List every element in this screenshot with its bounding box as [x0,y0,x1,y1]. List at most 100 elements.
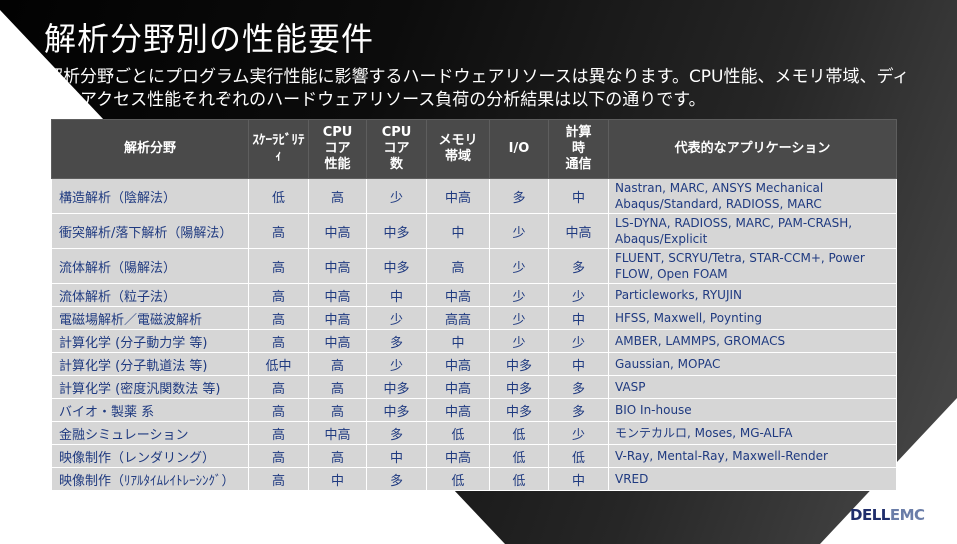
cell-io: 中多 [489,352,549,376]
cell-field: 流体解析（粒子法） [51,283,249,307]
cell-field: 計算化学 (分子軌道法 等) [51,352,249,376]
table-row: 流体解析（陽解法）高中高 中多高少多 FLUENT, SCRYU/Tetra, ST… [51,248,897,284]
cell-cpu-core-perf: 高 [308,178,367,214]
cell-io: 少 [489,248,549,284]
cell-applications: HFSS, Maxwell, Poynting [608,306,897,330]
logo-emc: EMC [889,506,925,524]
cell-io: 少 [489,213,549,249]
cell-cpu-core-count: 中多 [366,375,427,399]
cell-applications: VASP [608,375,897,399]
cell-cpu-core-count: 中多 [366,213,427,249]
cell-cpu-core-count: 多 [366,467,427,491]
cell-communication: 低 [548,444,609,468]
cell-scalability: 高 [248,444,309,468]
cell-field: バイオ・製薬 系 [51,398,249,422]
cell-cpu-core-perf: 中高 [308,213,367,249]
cell-cpu-core-perf: 高 [308,444,367,468]
requirements-table-container: 解析分野 ｽｹｰﾗﾋﾞﾘﾃｨ CPU コア 性能 CPU コア 数 メモリ 帯域… [51,119,897,491]
cell-cpu-core-perf: 高 [308,352,367,376]
cell-field: 計算化学 (分子動力学 等) [51,329,249,353]
cell-applications: モンテカルロ, Moses, MG-ALFA [608,421,897,445]
cell-communication: 多 [548,398,609,422]
page-title: 解析分野別の性能要件 [44,20,375,58]
cell-memory-bandwidth: 中高 [426,444,490,468]
cell-communication: 中高 [548,213,609,249]
cell-scalability: 高 [248,375,309,399]
cell-field: 映像制作（レンダリング） [51,444,249,468]
cell-communication: 多 [548,248,609,284]
cell-communication: 中 [548,178,609,214]
cell-applications: AMBER, LAMMPS, GROMACS [608,329,897,353]
cell-communication: 少 [548,421,609,445]
cell-io: 低 [489,467,549,491]
cell-memory-bandwidth: 中 [426,213,490,249]
cell-cpu-core-count: 中 [366,444,427,468]
header-applications: 代表的なアプリケーション [608,119,897,179]
header-field: 解析分野 [51,119,249,179]
cell-applications: LS-DYNA, RADIOSS, MARC, PAM-CRASH, Abaqu… [608,213,897,249]
table-row: 電磁場解析／電磁波解析高中高少高高少中 HFSS, Maxwell, Poynti… [51,306,897,330]
cell-field: 映像制作（ﾘｱﾙﾀｲﾑﾚｲﾄﾚｰｼﾝｸﾞ） [51,467,249,491]
cell-scalability: 低中 [248,352,309,376]
cell-communication: 少 [548,283,609,307]
cell-communication: 少 [548,329,609,353]
cell-applications: Gaussian, MOPAC [608,352,897,376]
cell-applications: FLUENT, SCRYU/Tetra, STAR-CCM+, Power FL… [608,248,897,284]
table-row: 計算化学 (分子軌道法 等) 低中高少中高 中多中 Gaussian, MOPAC [51,352,897,376]
table-body: 構造解析（陰解法）低高少中高多中 Nastran, MARC, ANSYS Mec… [51,178,897,491]
cell-scalability: 高 [248,283,309,307]
cell-field: 金融シミュレーション [51,421,249,445]
cell-memory-bandwidth: 中高 [426,178,490,214]
table-row: 映像制作（ﾘｱﾙﾀｲﾑﾚｲﾄﾚｰｼﾝｸﾞ）高中多低低中 VRED [51,467,897,491]
cell-io: 少 [489,283,549,307]
cell-applications: BIO In-house [608,398,897,422]
cell-memory-bandwidth: 中高 [426,352,490,376]
cell-io: 中多 [489,375,549,399]
cell-scalability: 高 [248,329,309,353]
cell-communication: 多 [548,375,609,399]
cell-cpu-core-perf: 中高 [308,283,367,307]
cell-cpu-core-perf: 中高 [308,421,367,445]
cell-memory-bandwidth: 高高 [426,306,490,330]
cell-io: 中多 [489,398,549,422]
cell-cpu-core-perf: 中高 [308,306,367,330]
brand-logo: DELLEMC [850,506,925,524]
header-cpu-core-perf: CPU コア 性能 [308,119,367,179]
table-row: 金融シミュレーション高中高多低低少モンテカルロ, Moses, MG-ALFA [51,421,897,445]
cell-communication: 中 [548,352,609,376]
cell-io: 低 [489,444,549,468]
cell-memory-bandwidth: 中高 [426,398,490,422]
cell-field: 構造解析（陰解法） [51,178,249,214]
header-scalability: ｽｹｰﾗﾋﾞﾘﾃｨ [248,119,309,179]
cell-io: 少 [489,329,549,353]
cell-io: 低 [489,421,549,445]
logo-dell: DELL [850,506,890,524]
cell-memory-bandwidth: 中高 [426,283,490,307]
cell-field: 電磁場解析／電磁波解析 [51,306,249,330]
cell-cpu-core-count: 中多 [366,398,427,422]
cell-memory-bandwidth: 中高 [426,375,490,399]
table-header-row: 解析分野 ｽｹｰﾗﾋﾞﾘﾃｨ CPU コア 性能 CPU コア 数 メモリ 帯域… [51,119,897,179]
cell-cpu-core-count: 少 [366,306,427,330]
cell-scalability: 高 [248,248,309,284]
cell-scalability: 高 [248,306,309,330]
cell-scalability: 高 [248,421,309,445]
table-row: 計算化学 (分子動力学 等) 高中高多中少少 AMBER, LAMMPS, GROM… [51,329,897,353]
cell-applications: Nastran, MARC, ANSYS Mechanical Abaqus/S… [608,178,897,214]
header-communication: 計算 時 通信 [548,119,609,179]
table-row: 流体解析（粒子法）高中高中中高少少 Particleworks, RYUJIN [51,283,897,307]
cell-cpu-core-perf: 中高 [308,329,367,353]
cell-scalability: 高 [248,398,309,422]
cell-cpu-core-count: 多 [366,421,427,445]
cell-memory-bandwidth: 低 [426,421,490,445]
cell-io: 多 [489,178,549,214]
cell-scalability: 高 [248,213,309,249]
cell-io: 少 [489,306,549,330]
cell-applications: V-Ray, Mental-Ray, Maxwell-Render [608,444,897,468]
page-subtitle: 解析分野ごとにプログラム実行性能に影響するハードウェアリソースは異なります。CP… [46,67,910,110]
table-row: 映像制作（レンダリング）高高中中高低低 V-Ray, Mental-Ray, Ma… [51,444,897,468]
cell-cpu-core-count: 少 [366,352,427,376]
header-cpu-core-count: CPU コア 数 [366,119,427,179]
cell-memory-bandwidth: 低 [426,467,490,491]
cell-scalability: 低 [248,178,309,214]
